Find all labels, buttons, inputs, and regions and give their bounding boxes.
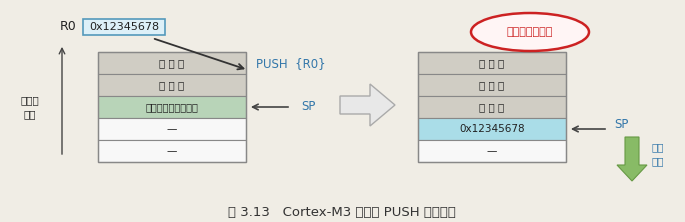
Bar xyxy=(98,52,246,162)
Ellipse shape xyxy=(471,13,589,51)
Polygon shape xyxy=(340,84,395,126)
Bar xyxy=(98,74,246,96)
Text: 已 使 用: 已 使 用 xyxy=(479,102,505,112)
Bar xyxy=(418,74,566,96)
Bar xyxy=(418,140,566,162)
Bar xyxy=(418,52,566,74)
Text: PUSH  {R0}: PUSH {R0} xyxy=(256,57,325,71)
Bar xyxy=(418,52,566,162)
Text: 0x12345678: 0x12345678 xyxy=(459,124,525,134)
Bar xyxy=(418,96,566,118)
Bar xyxy=(98,140,246,162)
Text: 已 使 用: 已 使 用 xyxy=(160,80,185,90)
Text: 向下生长的满栈: 向下生长的满栈 xyxy=(507,27,553,37)
Text: 最近一次压入的数据: 最近一次压入的数据 xyxy=(145,102,199,112)
Text: SP: SP xyxy=(301,101,315,113)
Text: —: — xyxy=(167,146,177,156)
Text: 已 使 用: 已 使 用 xyxy=(160,58,185,68)
Text: 向下
生长: 向下 生长 xyxy=(652,142,664,166)
Text: 图 3.13   Cortex-M3 堆栈的 PUSH 实现方式: 图 3.13 Cortex-M3 堆栈的 PUSH 实现方式 xyxy=(228,206,456,218)
Text: 0x12345678: 0x12345678 xyxy=(89,22,159,32)
Text: —: — xyxy=(167,124,177,134)
Text: 存储器
地址: 存储器 地址 xyxy=(21,95,39,119)
Text: SP: SP xyxy=(614,119,628,131)
Text: 已 使 用: 已 使 用 xyxy=(479,58,505,68)
Text: —: — xyxy=(487,146,497,156)
Bar xyxy=(98,118,246,140)
Bar xyxy=(98,96,246,118)
Polygon shape xyxy=(617,137,647,181)
Bar xyxy=(418,118,566,140)
Text: R0: R0 xyxy=(60,20,76,34)
Bar xyxy=(83,19,165,35)
Bar xyxy=(98,52,246,74)
Text: 已 使 用: 已 使 用 xyxy=(479,80,505,90)
